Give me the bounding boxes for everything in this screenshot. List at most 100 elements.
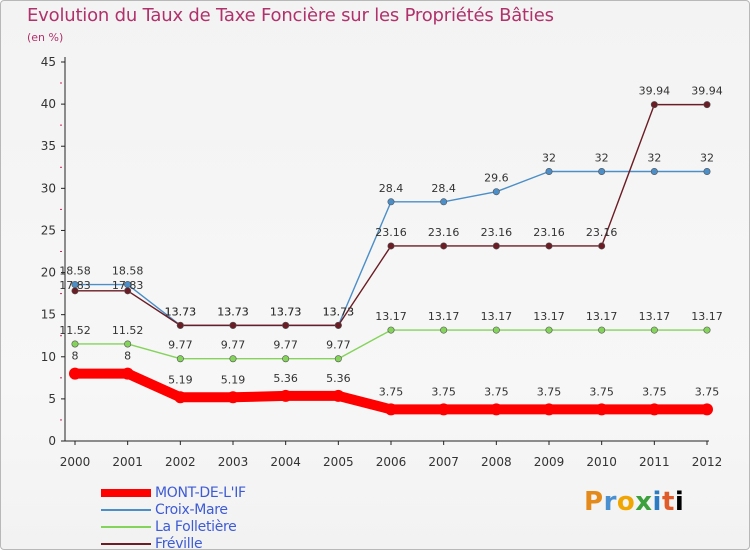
- legend-swatch: [101, 526, 151, 528]
- y-tick-label: 15: [41, 308, 56, 322]
- y-tick-label: 0: [48, 434, 56, 448]
- legend-label: Croix-Mare: [155, 502, 228, 518]
- data-label: 13.17: [481, 310, 513, 323]
- legend-swatch: [101, 489, 151, 497]
- x-tick-label: 2011: [639, 455, 670, 469]
- data-label: 32: [647, 151, 661, 164]
- data-point: [437, 403, 450, 416]
- data-label: 28.4: [379, 182, 404, 195]
- logo-letter: i: [652, 487, 662, 517]
- series-line-3: [74, 103, 708, 327]
- data-label: 8: [124, 350, 131, 363]
- data-label: 23.16: [481, 226, 513, 239]
- data-label: 5.19: [221, 373, 246, 386]
- data-label: 13.73: [323, 305, 355, 318]
- logo-letter: P: [584, 487, 604, 517]
- data-point: [598, 326, 606, 334]
- data-point: [490, 403, 503, 416]
- legend-label: Fréville: [155, 536, 203, 550]
- data-point: [703, 101, 711, 109]
- data-point: [650, 167, 658, 175]
- data-label: 13.17: [691, 310, 723, 323]
- logo-letter: r: [603, 487, 617, 517]
- data-label: 5.19: [168, 373, 193, 386]
- data-point: [385, 403, 397, 416]
- data-label: 3.75: [589, 385, 614, 398]
- data-label: 11.52: [112, 324, 144, 337]
- data-point: [124, 287, 132, 295]
- data-label: 3.75: [537, 385, 562, 398]
- data-label: 39.94: [691, 85, 723, 98]
- data-label: 13.17: [639, 310, 671, 323]
- y-tick-label: 35: [41, 139, 56, 153]
- x-tick-label: 2004: [270, 455, 301, 469]
- data-label: 23.16: [586, 226, 618, 239]
- data-point: [492, 188, 500, 196]
- data-point: [174, 391, 187, 404]
- x-tick-label: 2009: [534, 455, 565, 469]
- proxiti-logo: Proxiti: [584, 487, 684, 517]
- x-tick-label: 2007: [428, 455, 459, 469]
- logo-letter: i: [674, 487, 685, 517]
- data-label: 28.4: [431, 182, 456, 195]
- data-label: 13.73: [323, 305, 355, 318]
- legend-swatch: [101, 543, 151, 545]
- data-point: [176, 355, 184, 363]
- data-point: [543, 403, 555, 416]
- data-label: 3.75: [431, 385, 456, 398]
- y-tick-label: 10: [41, 350, 56, 364]
- chart-title: Evolution du Taux de Taxe Foncière sur l…: [27, 5, 554, 26]
- data-point: [176, 321, 184, 329]
- data-label: 3.75: [642, 385, 667, 398]
- y-tick-label: 45: [41, 55, 56, 69]
- data-point: [440, 326, 448, 334]
- data-point: [71, 287, 79, 295]
- data-label: 9.77: [326, 339, 351, 352]
- data-label: 13.73: [217, 305, 249, 318]
- y-tick-label: 25: [41, 223, 56, 237]
- data-label: 18.58: [112, 265, 144, 278]
- data-point: [229, 355, 237, 363]
- data-point: [598, 167, 606, 175]
- data-label: 3.75: [695, 385, 720, 398]
- data-point: [387, 242, 395, 250]
- data-point: [334, 321, 342, 329]
- x-tick-label: 2005: [323, 455, 354, 469]
- data-point: [703, 167, 711, 175]
- data-label: 32: [700, 151, 714, 164]
- data-point: [440, 242, 448, 250]
- data-label: 5.36: [326, 372, 351, 385]
- data-point: [387, 326, 395, 334]
- data-point: [69, 367, 81, 380]
- data-point: [492, 326, 500, 334]
- data-point: [279, 389, 292, 402]
- data-point: [595, 403, 608, 416]
- data-point: [545, 167, 553, 175]
- data-label: 29.6: [484, 172, 509, 185]
- data-point: [650, 101, 658, 109]
- data-point: [545, 326, 553, 334]
- x-tick-label: 2000: [60, 455, 91, 469]
- data-point: [701, 403, 713, 416]
- data-point: [227, 391, 239, 404]
- data-label: 3.75: [484, 385, 509, 398]
- x-tick-label: 2006: [376, 455, 407, 469]
- data-label: 23.16: [375, 226, 407, 239]
- data-point: [492, 242, 500, 250]
- data-label: 5.36: [273, 372, 298, 385]
- data-point: [545, 242, 553, 250]
- logo-letter: x: [635, 487, 653, 517]
- data-label: 13.73: [217, 305, 249, 318]
- data-point: [598, 242, 606, 250]
- data-point: [332, 389, 345, 402]
- data-label: 32: [542, 151, 556, 164]
- y-tick-label: 20: [41, 266, 56, 280]
- logo-letter: t: [661, 487, 675, 517]
- data-label: 11.52: [59, 324, 91, 337]
- data-label: 17.83: [112, 279, 144, 292]
- data-label: 13.17: [586, 310, 618, 323]
- data-label: 13.17: [428, 310, 460, 323]
- data-label: 13.73: [165, 305, 197, 318]
- data-point: [121, 367, 134, 380]
- data-label: 3.75: [379, 385, 404, 398]
